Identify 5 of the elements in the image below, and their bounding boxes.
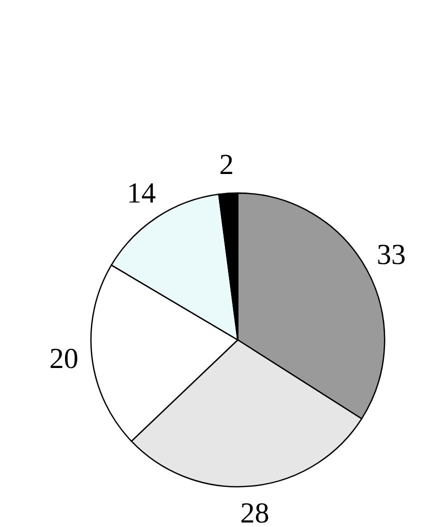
data-label: 14	[126, 177, 156, 210]
data-label: 2	[219, 148, 234, 181]
data-label: 28	[240, 498, 270, 527]
data-label: 33	[376, 239, 406, 272]
data-label: 20	[49, 343, 78, 376]
